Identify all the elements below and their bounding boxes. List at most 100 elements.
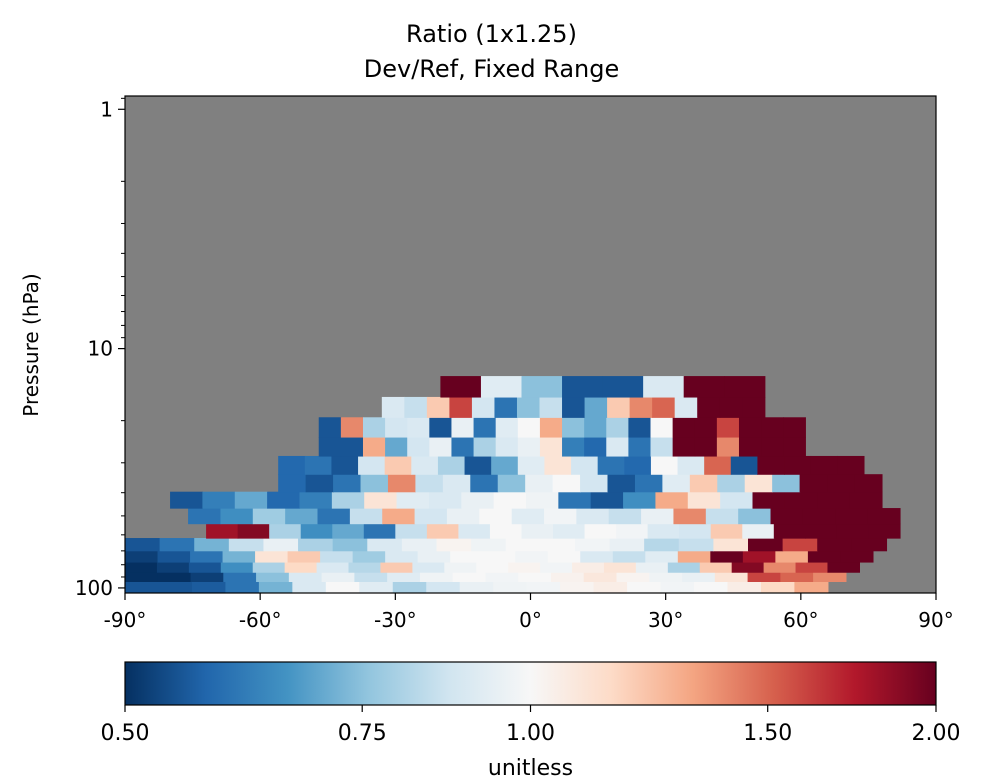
heatmap-cell bbox=[202, 491, 236, 509]
heatmap-cell bbox=[724, 376, 766, 398]
heatmap-cell bbox=[471, 538, 507, 552]
heatmap-cell bbox=[544, 508, 577, 525]
heatmap-cell bbox=[382, 508, 416, 525]
heatmap-cell bbox=[624, 455, 652, 475]
heatmap-cell bbox=[436, 538, 472, 552]
y-axis-label: Pressure (hPa) bbox=[19, 273, 43, 416]
heatmap-cell bbox=[742, 396, 766, 418]
x-tick-label: 60° bbox=[783, 608, 818, 632]
heatmap-cell bbox=[672, 417, 696, 438]
heatmap-cell bbox=[547, 550, 581, 563]
heatmap-cell bbox=[697, 396, 721, 418]
heatmap-cell bbox=[318, 436, 342, 457]
heatmap-cell bbox=[348, 561, 382, 573]
heatmap-cell bbox=[485, 572, 519, 582]
heatmap-cell bbox=[660, 581, 695, 593]
heatmap-cell bbox=[188, 561, 222, 573]
heatmap-cell bbox=[782, 538, 818, 552]
heatmap-cells bbox=[125, 376, 901, 593]
heatmap-cell bbox=[583, 572, 618, 582]
heatmap-cell bbox=[263, 538, 299, 552]
heatmap-cell bbox=[643, 376, 685, 398]
heatmap-cell bbox=[807, 550, 842, 563]
heatmap-cell bbox=[440, 376, 482, 398]
heatmap-cell bbox=[867, 508, 901, 525]
heatmap-cell bbox=[206, 523, 239, 539]
heatmap-cell bbox=[738, 417, 762, 438]
heatmap-cell bbox=[558, 491, 592, 509]
heatmap-cell bbox=[284, 561, 318, 573]
heatmap-cell bbox=[396, 491, 430, 509]
heatmap-cell bbox=[580, 550, 614, 563]
heatmap-cell bbox=[464, 455, 492, 475]
heatmap-cell bbox=[495, 436, 519, 457]
heatmap-cell bbox=[673, 508, 707, 525]
heatmap-cell bbox=[359, 581, 394, 593]
heatmap-cell bbox=[597, 455, 625, 475]
heatmap-cell bbox=[380, 561, 413, 573]
heatmap-cell bbox=[817, 491, 851, 509]
heatmap-cell bbox=[331, 491, 365, 509]
heatmap-cell bbox=[757, 455, 785, 475]
heatmap-cell bbox=[480, 376, 523, 398]
heatmap-cell bbox=[517, 436, 541, 457]
heatmap-cell bbox=[316, 561, 350, 573]
heatmap-cell bbox=[517, 455, 546, 475]
heatmap-cell bbox=[407, 436, 430, 457]
heatmap-cell bbox=[641, 508, 675, 525]
heatmap-cell bbox=[699, 561, 733, 573]
heatmap-cell bbox=[580, 474, 609, 493]
heatmap-cell bbox=[644, 538, 680, 552]
colorbar-ticks: 0.50 0.75 1.00 1.50 2.00 bbox=[101, 705, 960, 746]
heatmap-cell bbox=[540, 538, 576, 552]
heatmap-cell bbox=[429, 417, 453, 438]
heatmap-cell bbox=[352, 550, 386, 563]
heatmap-cell bbox=[429, 436, 453, 457]
heatmap-cell bbox=[576, 508, 610, 525]
heatmap-cell bbox=[584, 417, 607, 438]
heatmap-cell bbox=[868, 523, 901, 539]
x-tick-label: 0° bbox=[519, 608, 542, 632]
heatmap-cell bbox=[526, 581, 561, 593]
heatmap-cell bbox=[593, 581, 628, 593]
heatmap-cell bbox=[157, 572, 192, 582]
heatmap-cell bbox=[608, 508, 642, 525]
heatmap-cell bbox=[727, 581, 762, 593]
heatmap-cell bbox=[667, 561, 701, 573]
heatmap-cell bbox=[458, 523, 491, 539]
heatmap-cell bbox=[332, 523, 365, 539]
heatmap-cell bbox=[426, 396, 450, 418]
heatmap-cell bbox=[662, 474, 691, 493]
heatmap-cell bbox=[220, 561, 254, 573]
heatmap-cell bbox=[784, 491, 818, 509]
heatmap-cell bbox=[349, 508, 383, 525]
heatmap-cell bbox=[761, 436, 784, 457]
heatmap-cell bbox=[539, 417, 563, 438]
heatmap-cell bbox=[693, 581, 729, 593]
heatmap-cell bbox=[747, 572, 781, 582]
heatmap-cell bbox=[317, 508, 351, 525]
heatmap-cell bbox=[744, 474, 773, 493]
heatmap-cell bbox=[505, 538, 541, 552]
x-tick-label: -90° bbox=[104, 608, 147, 632]
heatmap-cell bbox=[603, 561, 637, 573]
heatmap-cell bbox=[470, 474, 499, 493]
heatmap-cell bbox=[191, 581, 227, 593]
heatmap-cell bbox=[332, 538, 368, 552]
heatmap-cell bbox=[719, 396, 743, 418]
heatmap-cell bbox=[288, 572, 323, 582]
heatmap-cell bbox=[752, 491, 786, 509]
heatmap-cell bbox=[810, 455, 838, 475]
heatmap-cell bbox=[157, 550, 191, 563]
heatmap-cell bbox=[298, 538, 334, 552]
heatmap-cell bbox=[553, 523, 586, 539]
heatmap-cell bbox=[837, 455, 865, 475]
heatmap-cell bbox=[476, 561, 509, 573]
heatmap-cell bbox=[363, 523, 396, 539]
heatmap-cell bbox=[572, 561, 605, 573]
heatmap-cell bbox=[444, 561, 477, 573]
heatmap-cell bbox=[228, 538, 265, 552]
heatmap-cell bbox=[784, 455, 812, 475]
heatmap-cell bbox=[694, 417, 718, 438]
